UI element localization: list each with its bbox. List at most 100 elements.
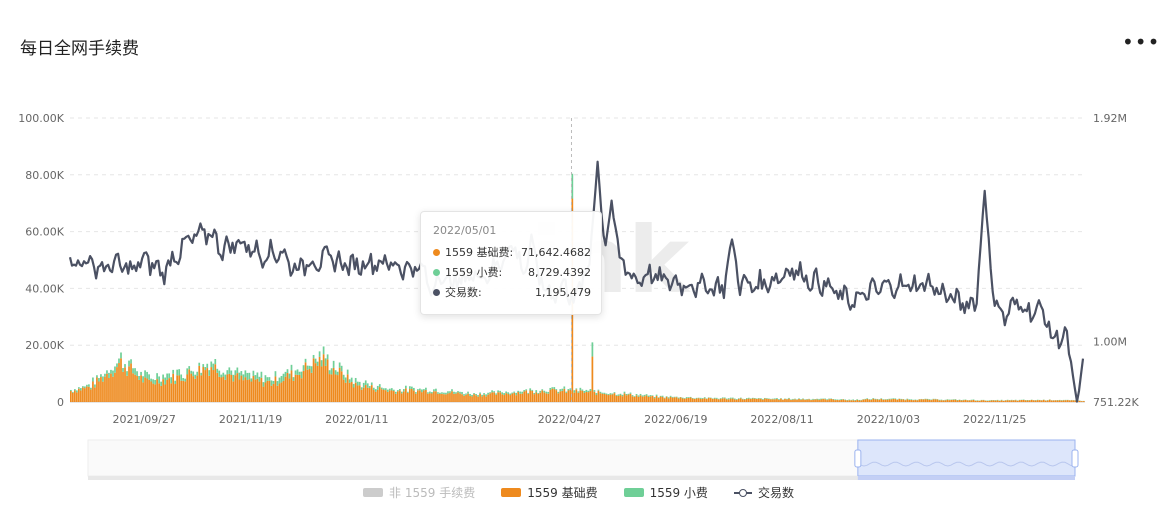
base-fee-bar bbox=[982, 400, 985, 402]
tip-bar bbox=[840, 399, 842, 400]
zoom-handle[interactable] bbox=[1071, 449, 1079, 468]
base-fee-bar bbox=[290, 370, 293, 402]
base-fee-bar bbox=[382, 389, 385, 402]
tip-bar bbox=[96, 375, 98, 378]
tip-bar bbox=[320, 360, 323, 367]
base-fee-bar bbox=[328, 374, 331, 402]
base-fee-bar bbox=[838, 400, 840, 402]
base-fee-bar bbox=[1006, 400, 1009, 402]
base-fee-bar bbox=[782, 399, 784, 402]
base-fee-bar bbox=[906, 399, 909, 402]
base-fee-bar bbox=[1064, 400, 1067, 402]
base-fee-bar bbox=[796, 399, 798, 402]
base-fee-bar bbox=[930, 400, 933, 402]
tip-bar bbox=[222, 372, 225, 377]
chart-tooltip: 2022/05/01 1559 基础费: 71,642.4682 1559 小费… bbox=[420, 211, 602, 315]
tip-bar bbox=[852, 399, 855, 401]
base-fee-bar bbox=[814, 399, 816, 402]
base-fee-bar bbox=[308, 369, 311, 402]
base-fee-bar bbox=[609, 394, 612, 402]
legend-item-base-fee[interactable]: 1559 基础费 bbox=[501, 484, 598, 501]
tip-bar bbox=[844, 399, 846, 401]
tip-bar bbox=[264, 375, 267, 383]
base-fee-bar bbox=[278, 383, 281, 402]
tip-bar bbox=[487, 392, 489, 395]
base-fee-bar bbox=[655, 395, 658, 402]
tip-bar bbox=[178, 369, 181, 376]
base-fee-bar bbox=[481, 396, 483, 402]
base-fee-bar bbox=[404, 388, 407, 402]
tip-bar bbox=[627, 393, 630, 395]
base-fee-bar bbox=[268, 380, 271, 402]
tip-bar bbox=[555, 389, 558, 391]
base-fee-bar bbox=[220, 377, 223, 402]
base-fee-bar bbox=[850, 400, 853, 402]
tip-bar bbox=[856, 399, 859, 400]
tip-bar bbox=[663, 397, 666, 399]
base-fee-bar bbox=[226, 374, 229, 402]
base-fee-bar bbox=[330, 374, 333, 402]
tip-bar bbox=[557, 391, 560, 394]
legend-item-non1559[interactable]: 非 1559 手续费 bbox=[363, 484, 475, 501]
tip-bar bbox=[120, 352, 122, 359]
tip-bar bbox=[956, 400, 959, 401]
base-fee-bar bbox=[264, 382, 267, 402]
base-fee-bar bbox=[318, 356, 321, 402]
base-fee-bar bbox=[990, 400, 993, 402]
chart-legend: 非 1559 手续费 1559 基础费 1559 小费 交易数 bbox=[0, 484, 1157, 501]
tip-bar bbox=[435, 388, 437, 392]
legend-item-tx[interactable]: 交易数 bbox=[733, 484, 794, 501]
base-fee-bar bbox=[729, 398, 732, 402]
base-fee-bar bbox=[248, 379, 251, 402]
tip-bar bbox=[653, 397, 656, 399]
base-fee-bar bbox=[475, 395, 477, 402]
tip-bar bbox=[304, 358, 307, 363]
base-fee-bar bbox=[1034, 400, 1037, 402]
base-fee-bar bbox=[338, 367, 341, 402]
tip-bar bbox=[858, 399, 861, 401]
zoom-handle[interactable] bbox=[854, 449, 862, 468]
tip-bar bbox=[176, 369, 179, 376]
base-fee-bar bbox=[384, 390, 387, 402]
base-fee-bar bbox=[944, 400, 947, 402]
base-fee-bar bbox=[908, 399, 911, 402]
tip-bar bbox=[194, 374, 197, 379]
tip-bar bbox=[224, 374, 227, 380]
base-fee-bar bbox=[585, 392, 588, 402]
tip-bar bbox=[212, 363, 215, 371]
tip-bar bbox=[409, 386, 411, 390]
tip-bar bbox=[398, 389, 401, 391]
base-fee-bar bbox=[332, 367, 335, 402]
base-fee-bar bbox=[1074, 400, 1077, 402]
base-fee-bar bbox=[810, 400, 812, 402]
tip-bar bbox=[547, 391, 550, 394]
base-fee-bar bbox=[447, 393, 449, 402]
base-fee-bar bbox=[607, 395, 610, 402]
base-fee-bar bbox=[685, 398, 688, 402]
tip-bar bbox=[874, 398, 877, 400]
base-fee-bar bbox=[713, 398, 716, 402]
tip-bar bbox=[164, 377, 166, 385]
tip-bar bbox=[459, 391, 461, 394]
base-fee-bar bbox=[172, 373, 175, 402]
base-fee-bar bbox=[533, 394, 536, 402]
tip-bar bbox=[388, 388, 391, 391]
tip-bar bbox=[160, 381, 162, 386]
base-fee-bar bbox=[1040, 400, 1043, 402]
base-fee-bar bbox=[601, 393, 604, 402]
tip-bar bbox=[481, 394, 483, 397]
base-fee-bar bbox=[180, 380, 183, 402]
tip-bar bbox=[645, 394, 648, 396]
tip-bar bbox=[872, 398, 875, 399]
tip-bar bbox=[78, 387, 80, 389]
base-fee-bar bbox=[192, 376, 195, 402]
tip-bar bbox=[180, 374, 183, 381]
tip-bar bbox=[300, 371, 303, 379]
tip-bar bbox=[457, 391, 459, 393]
more-options-icon[interactable]: ••• bbox=[1122, 30, 1157, 54]
base-fee-bar bbox=[635, 395, 638, 402]
legend-item-tip[interactable]: 1559 小费 bbox=[623, 484, 708, 501]
base-fee-bar bbox=[615, 395, 618, 402]
base-fee-bar bbox=[515, 395, 518, 402]
tip-bar bbox=[605, 393, 608, 395]
